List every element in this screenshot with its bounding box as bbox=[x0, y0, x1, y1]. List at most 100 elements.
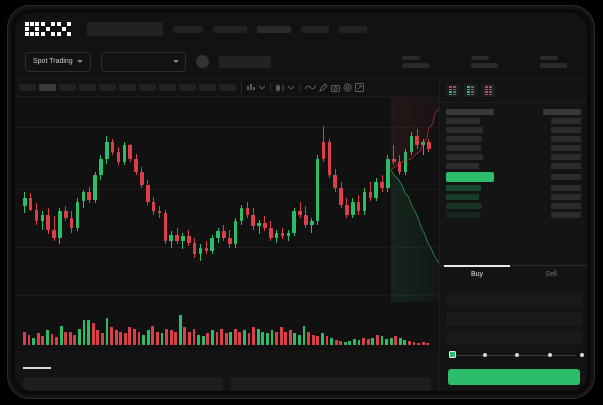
market-type-dropdown[interactable]: Spot Trading bbox=[25, 51, 91, 72]
chevron-down-icon-2[interactable] bbox=[288, 85, 294, 90]
orderbook-ask-row[interactable] bbox=[446, 125, 581, 134]
orderbook-ask-price bbox=[446, 153, 483, 160]
timeframe-button-8[interactable] bbox=[159, 84, 176, 91]
percent-slider[interactable] bbox=[449, 351, 584, 361]
nav-item-5[interactable] bbox=[339, 25, 367, 33]
volume-bar bbox=[165, 328, 168, 345]
stat-24h-volume-value bbox=[540, 62, 567, 68]
volume-bar bbox=[302, 325, 306, 345]
nav-item-4[interactable] bbox=[301, 25, 329, 33]
orderbook-ask-row[interactable] bbox=[446, 134, 581, 143]
chart-type-icon[interactable] bbox=[276, 83, 285, 92]
market-subheader: Spot Trading bbox=[15, 45, 587, 79]
timeframe-button-10[interactable] bbox=[199, 84, 216, 91]
indicators-icon[interactable] bbox=[247, 83, 256, 92]
bottom-panel-left[interactable] bbox=[23, 377, 223, 391]
volume-bar bbox=[155, 331, 159, 345]
candlestick bbox=[374, 97, 379, 302]
price-field[interactable] bbox=[446, 293, 582, 307]
orderbook-bid-row[interactable] bbox=[446, 183, 581, 192]
timeframe-button-3[interactable] bbox=[59, 84, 76, 91]
volume-bar bbox=[100, 333, 104, 345]
percent-slider-handle[interactable] bbox=[449, 351, 456, 358]
stat-last-price-value bbox=[402, 62, 429, 68]
timeframe-button-2[interactable] bbox=[39, 84, 56, 91]
timeframe-button-11[interactable] bbox=[219, 84, 236, 91]
orderbook-last-price-value bbox=[446, 171, 494, 182]
volume-bar bbox=[183, 327, 187, 345]
volume-histogram-pane bbox=[15, 302, 439, 351]
orderbook-mode-bids[interactable] bbox=[464, 84, 477, 97]
timeframe-button-1[interactable] bbox=[19, 84, 36, 91]
orderbook-bid-row[interactable] bbox=[446, 210, 581, 219]
volume-bar bbox=[128, 327, 132, 345]
search-input[interactable] bbox=[87, 22, 163, 36]
orderbook-ask-price bbox=[446, 126, 483, 133]
percent-node-50[interactable] bbox=[515, 352, 519, 357]
volume-bar bbox=[394, 336, 398, 345]
orderbook-bid-row[interactable] bbox=[446, 201, 581, 210]
candlestick bbox=[128, 97, 133, 302]
volume-bar bbox=[32, 337, 35, 345]
nav-item-1[interactable] bbox=[173, 25, 203, 33]
orderbook-mode-both[interactable] bbox=[446, 84, 459, 97]
submit-order-button[interactable] bbox=[448, 369, 580, 385]
volume-bar bbox=[229, 331, 233, 345]
orderbook-col-price bbox=[446, 108, 494, 115]
candlestick bbox=[263, 97, 267, 302]
volume-bar bbox=[307, 331, 311, 345]
percent-node-100[interactable] bbox=[580, 352, 584, 357]
tab-sell[interactable]: Sell bbox=[545, 271, 557, 278]
candlestick bbox=[380, 97, 384, 302]
settings-gear-icon[interactable] bbox=[343, 83, 352, 92]
trading-pair-dropdown[interactable] bbox=[100, 51, 186, 72]
volume-bar bbox=[119, 331, 123, 345]
percent-node-75[interactable] bbox=[547, 352, 552, 357]
okx-logo-letter-x bbox=[57, 22, 71, 36]
line-tool-icon[interactable] bbox=[305, 84, 316, 91]
candlestick bbox=[286, 97, 291, 302]
candlestick bbox=[251, 97, 256, 302]
nav-item-3[interactable] bbox=[257, 25, 291, 33]
volume-bar bbox=[188, 331, 191, 345]
volume-bar bbox=[151, 325, 155, 345]
price-chart[interactable] bbox=[15, 97, 439, 351]
orderbook-ask-row[interactable] bbox=[446, 161, 581, 170]
tab-buy[interactable]: Buy bbox=[440, 265, 514, 283]
orderbook-mode-asks[interactable] bbox=[482, 84, 495, 97]
nav-item-2[interactable] bbox=[213, 25, 247, 33]
candlestick bbox=[93, 97, 97, 302]
candlestick bbox=[298, 97, 302, 302]
orderbook-bid-price bbox=[446, 202, 482, 209]
candlestick bbox=[204, 97, 209, 302]
volume-bar bbox=[311, 334, 315, 345]
percent-node-25[interactable] bbox=[482, 352, 487, 357]
orderbook-ask-row[interactable] bbox=[446, 152, 581, 161]
orderbook-ask-row[interactable] bbox=[446, 116, 581, 125]
total-field[interactable] bbox=[446, 331, 582, 345]
orderbook-bid-row[interactable] bbox=[446, 192, 581, 201]
timeframe-button-7[interactable] bbox=[139, 84, 156, 91]
timeframe-button-9[interactable] bbox=[179, 84, 196, 91]
chevron-down-icon[interactable] bbox=[259, 85, 265, 90]
candlestick bbox=[64, 97, 68, 302]
volume-bar bbox=[114, 330, 118, 345]
camera-icon[interactable] bbox=[331, 84, 340, 92]
volume-bar bbox=[279, 327, 283, 345]
volume-bar bbox=[284, 331, 288, 345]
orderbook-ask-row[interactable] bbox=[446, 143, 581, 152]
bottom-panel-right[interactable] bbox=[231, 377, 431, 391]
orderbook[interactable] bbox=[440, 103, 587, 219]
volume-bar bbox=[123, 333, 127, 345]
toolbar-divider-3 bbox=[299, 82, 300, 93]
fullscreen-icon[interactable] bbox=[355, 83, 364, 92]
orderbook-bid-amount bbox=[551, 193, 581, 200]
candlestick bbox=[245, 97, 250, 302]
okx-logo-icon[interactable] bbox=[25, 22, 71, 36]
timeframe-button-6[interactable] bbox=[119, 84, 136, 91]
candlestick bbox=[46, 97, 51, 302]
amount-field[interactable] bbox=[446, 312, 582, 326]
timeframe-button-4[interactable] bbox=[79, 84, 96, 91]
pencil-icon[interactable] bbox=[319, 83, 328, 92]
timeframe-button-5[interactable] bbox=[99, 84, 116, 91]
